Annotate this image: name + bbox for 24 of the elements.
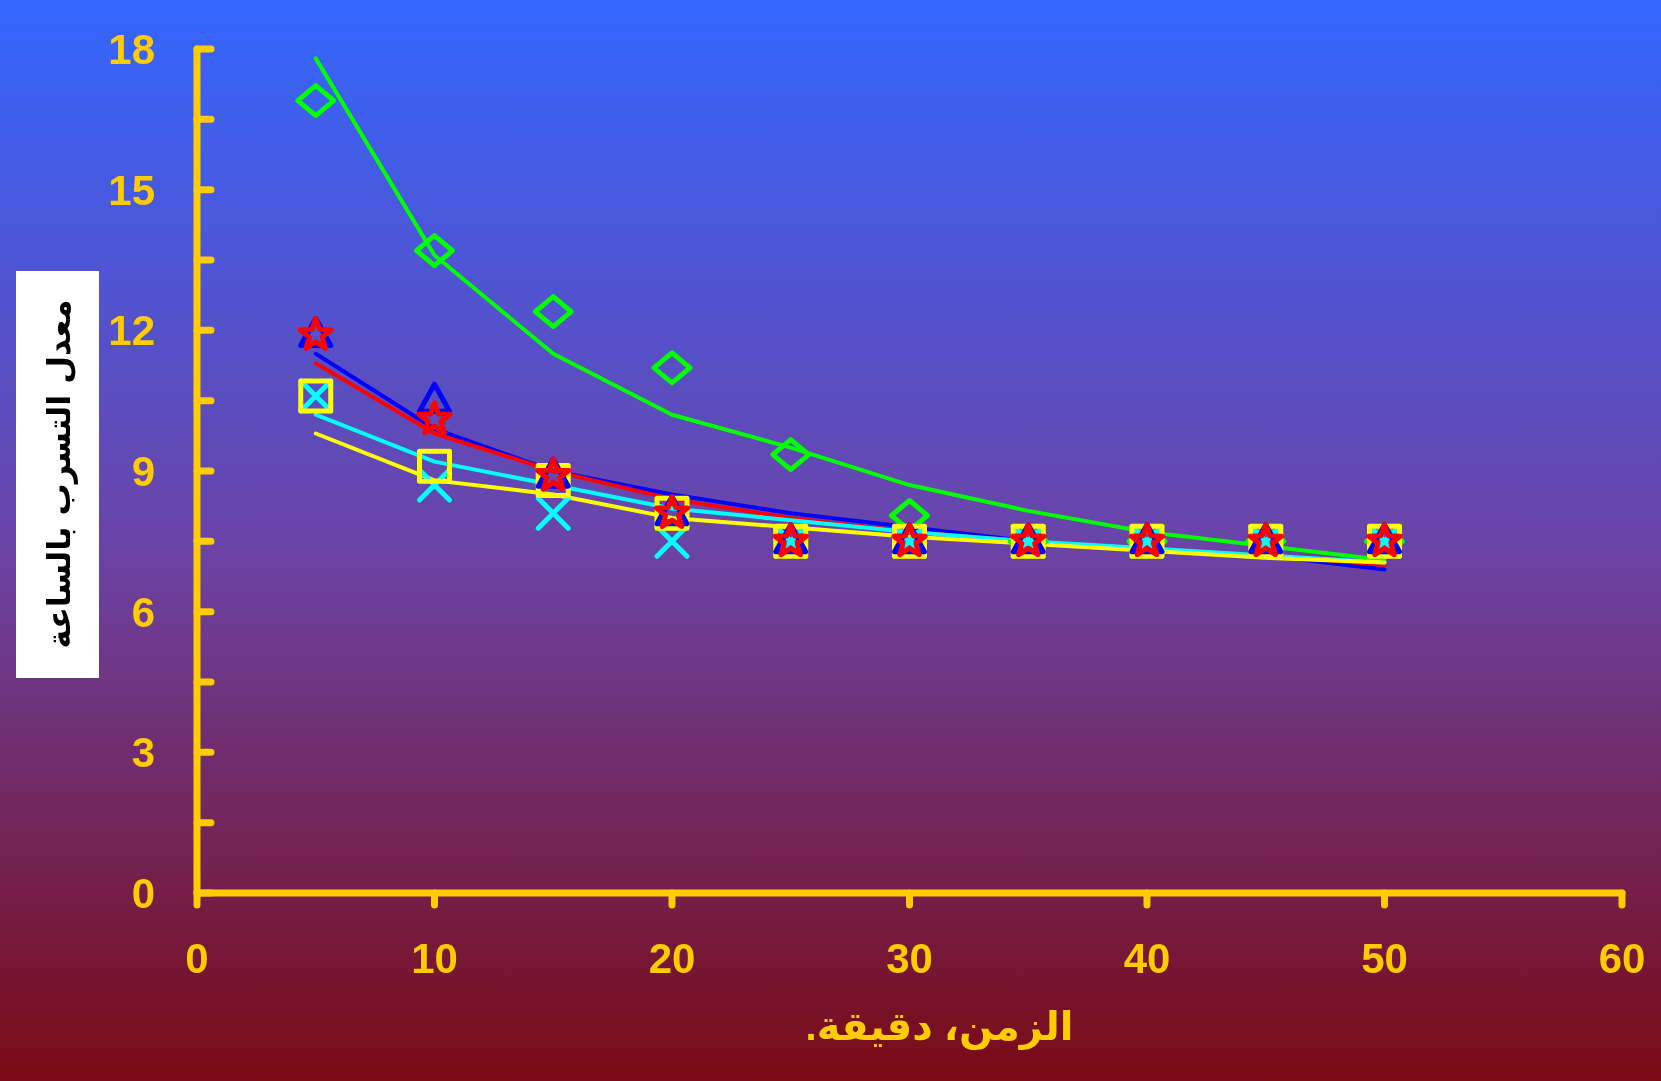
- y-tick-label: 0: [131, 870, 155, 917]
- point: [417, 448, 452, 484]
- y-tick-label: 18: [108, 26, 155, 73]
- x-axis-title: الزمن، دقيقة.: [805, 1004, 1074, 1050]
- x-tick-label: 50: [1361, 935, 1408, 982]
- point: [770, 437, 812, 473]
- x-tick-label: 40: [1123, 935, 1171, 982]
- y-axis-title: معدل التسرب بالساعة: [40, 299, 78, 649]
- y-tick-label: 3: [131, 729, 155, 777]
- x-tick-label: 10: [411, 935, 458, 982]
- y-tick-label: 6: [131, 588, 155, 636]
- y-tick-label: 9: [131, 448, 155, 495]
- y-tick-label: 15: [108, 166, 155, 214]
- x-tick-label: 30: [886, 935, 933, 982]
- y-tick-label: 12: [108, 307, 155, 355]
- x-tick-label: 0: [185, 935, 209, 982]
- point: [416, 400, 453, 436]
- x-tick-label: 20: [648, 935, 696, 982]
- point: [532, 294, 574, 330]
- point: [535, 495, 571, 531]
- x-tick-label: 60: [1598, 935, 1646, 982]
- point: [651, 350, 693, 386]
- point: [295, 83, 337, 119]
- point: [414, 233, 455, 269]
